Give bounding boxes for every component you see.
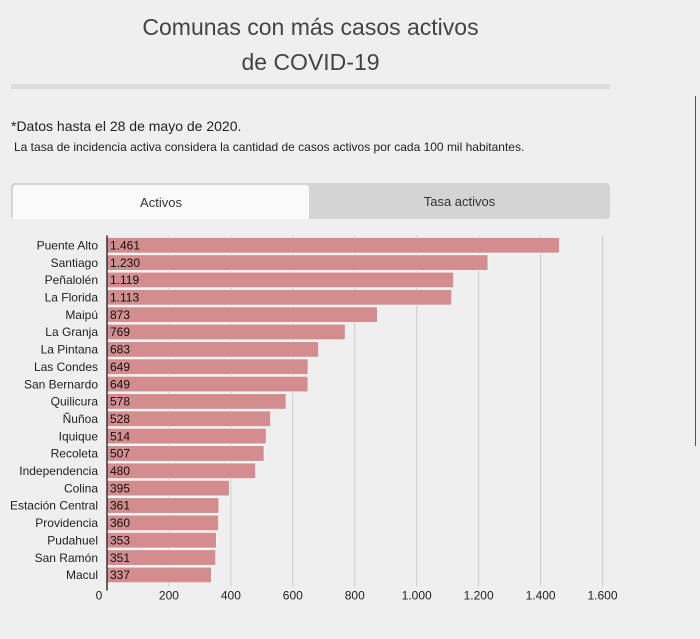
x-tick-label: 200 <box>159 589 179 603</box>
bar-value-label: 353 <box>110 533 130 547</box>
bar-value-label: 1.230 <box>110 256 140 270</box>
bar <box>106 410 271 427</box>
title-divider <box>11 84 610 89</box>
x-tick-label: 1.000 <box>402 589 432 603</box>
bar-value-label: 361 <box>110 499 130 513</box>
right-edge-line <box>695 96 696 446</box>
bar-value-label: 480 <box>110 464 130 478</box>
category-label: Independencia <box>19 464 98 478</box>
x-tick-label: 0 <box>96 589 103 603</box>
category-label: Maipú <box>65 308 98 322</box>
bar <box>106 358 309 375</box>
bar <box>106 445 265 462</box>
bar-value-label: 649 <box>110 360 130 374</box>
category-label: Puente Alto <box>37 238 99 252</box>
category-label: Iquique <box>59 429 99 443</box>
category-label: Peñalolén <box>45 273 98 287</box>
bar-value-label: 769 <box>110 325 130 339</box>
category-label: Macul <box>66 568 98 582</box>
incidence-rate-note: La tasa de incidencia activa considera l… <box>14 140 525 154</box>
bar-value-label: 649 <box>110 377 130 391</box>
bar <box>106 254 489 271</box>
category-label: La Florida <box>45 291 99 305</box>
bar <box>106 376 309 393</box>
category-label: Providencia <box>35 516 98 530</box>
x-tick-label: 1.600 <box>588 589 618 603</box>
x-tick-label: 400 <box>221 589 241 603</box>
bar-value-label: 514 <box>110 429 130 443</box>
bar <box>106 341 319 358</box>
bar <box>106 393 287 410</box>
bar-value-label: 507 <box>110 447 130 461</box>
category-label: Quilicura <box>51 395 99 409</box>
bar-value-label: 337 <box>110 568 130 582</box>
chart-title: Comunas con más casos activos de COVID-1… <box>11 10 610 80</box>
bar-value-label: 1.113 <box>110 291 139 305</box>
category-label: La Granja <box>45 325 98 339</box>
x-tick-label: 1.400 <box>526 589 556 603</box>
category-label: Pudahuel <box>47 533 98 547</box>
x-tick-label: 800 <box>345 589 365 603</box>
category-label: Estación Central <box>10 499 98 513</box>
bar-value-label: 395 <box>110 481 130 495</box>
bar-chart: 1.461 Puente Alto 1.230 Santiago 1.119 Peñalo… <box>10 235 618 603</box>
bar-value-label: 360 <box>110 516 130 530</box>
category-label: La Pintana <box>41 343 99 357</box>
category-label: Las Condes <box>34 360 98 374</box>
bar-value-label: 578 <box>110 395 130 409</box>
category-label: San Ramón <box>35 551 98 565</box>
x-tick-label: 600 <box>283 589 303 603</box>
x-tick-label: 1.200 <box>464 589 494 603</box>
category-label: Santiago <box>51 256 99 270</box>
bar-value-label: 683 <box>110 343 130 357</box>
bar <box>106 428 267 445</box>
bar-value-label: 351 <box>110 551 130 565</box>
bar-value-label: 1.461 <box>110 238 140 252</box>
bar <box>106 237 560 254</box>
bar <box>106 289 452 306</box>
category-label: San Bernardo <box>24 377 98 391</box>
bar <box>106 271 454 289</box>
category-label: Ñuñoa <box>63 412 99 426</box>
title-line-2: de COVID-19 <box>241 49 380 75</box>
bar <box>106 323 346 341</box>
category-label: Colina <box>64 481 98 495</box>
tab-bar: Activos Tasa activos <box>11 183 610 219</box>
tab-activos[interactable]: Activos <box>13 185 309 219</box>
tab-tasa-activos[interactable]: Tasa activos <box>423 193 496 209</box>
title-line-1: Comunas con más casos activos <box>142 14 479 40</box>
bar <box>106 306 378 323</box>
data-date-note: *Datos hasta el 28 de mayo de 2020. <box>11 118 242 134</box>
bar-value-label: 1.119 <box>110 273 139 287</box>
category-label: Recoleta <box>51 447 99 461</box>
bar-value-label: 873 <box>110 308 130 322</box>
bar-value-label: 528 <box>110 412 130 426</box>
